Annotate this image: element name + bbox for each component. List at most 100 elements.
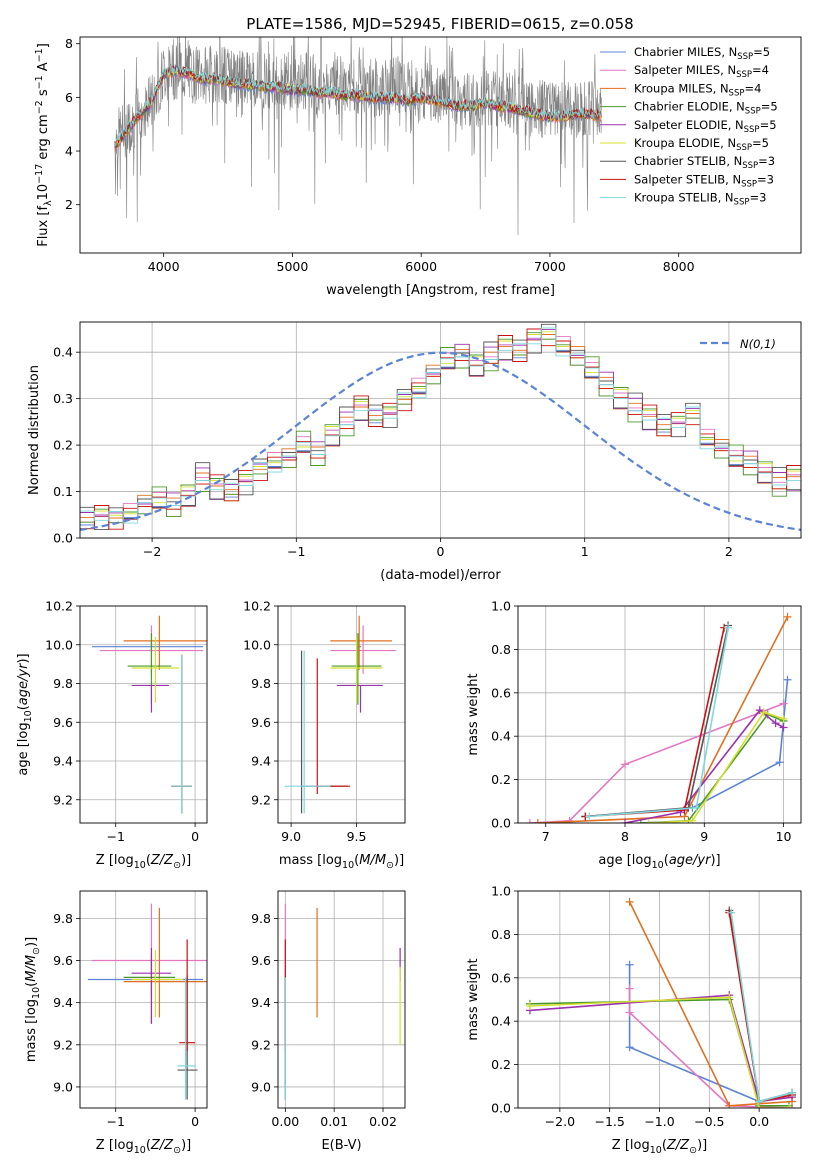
x-tick-label: −1 [287, 544, 305, 559]
axes-frame [517, 605, 802, 824]
y-tick-label: 0.0 [491, 816, 511, 831]
y-tick-label: 0.6 [491, 970, 511, 985]
x-tick-label: −1 [107, 829, 125, 844]
y-tick-label: 0.8 [491, 642, 511, 657]
weight-marker [625, 984, 634, 993]
weight-marker [788, 1088, 797, 1097]
y-tick-label: 9.6 [53, 715, 73, 730]
x-tick-label: 8 [621, 829, 629, 844]
x-tick-label: −1.0 [644, 1114, 674, 1129]
x-tick-label: −0.5 [694, 1114, 724, 1129]
y-tick-label: 9.6 [251, 953, 271, 968]
mass-vs-ebv-panel: 0.00 0.01 0.02 9.0 9.2 9.4 9.6 9.8 E(B-V) [251, 890, 406, 1153]
y-tick-label: 1.0 [491, 599, 511, 614]
plot-area [525, 897, 797, 1108]
weight-line [628, 988, 793, 1108]
x-axis-label: E(B-V) [321, 1138, 361, 1153]
model-spectrum-line [114, 63, 602, 146]
weight-line [648, 711, 784, 823]
weight-marker [625, 960, 634, 969]
legend-entry: Salpeter MILES, NSSP=4 [634, 63, 769, 80]
legend-entry: N(0,1) [740, 337, 776, 351]
y-tick-label: 9.0 [53, 1079, 73, 1094]
y-tick-label: 2 [65, 197, 73, 212]
y-tick-label: 0.4 [491, 729, 511, 744]
residual-histogram-panel: −2 −1 0 1 2 0.0 0.1 0.2 0.3 0.4 N(0,1) (data-model)… [27, 321, 802, 583]
legend-entry: Kroupa STELIB, NSSP=3 [634, 191, 766, 208]
x-tick-label: 4000 [148, 259, 180, 274]
y-tick-label: 9.4 [53, 754, 73, 769]
weight-marker [779, 699, 788, 708]
x-tick-label: 10 [776, 829, 792, 844]
y-tick-label: 0.2 [53, 438, 73, 453]
weight-marker [533, 819, 542, 823]
gaussian-reference-curve [80, 351, 801, 531]
x-tick-label: 0.00 [271, 1114, 299, 1129]
legend-entry: Salpeter ELODIE, NSSP=5 [634, 118, 777, 135]
weight-marker [775, 758, 784, 767]
x-tick-label: 0.01 [320, 1114, 348, 1129]
plot-area [284, 615, 396, 814]
y-tick-label: 9.2 [251, 792, 271, 807]
mass-vs-metallicity-panel: −1 0 9.0 9.2 9.4 9.6 9.8 Z [log10(Z/Z⊙)] mass [l… [24, 890, 208, 1156]
x-tick-label: 5000 [277, 259, 309, 274]
age-vs-metallicity-panel: −1 0 9.2 9.4 9.6 9.8 10.0 10.2 Z [log10(Z/Z⊙)] ag… [16, 599, 208, 871]
y-axis-label: mass weight [466, 673, 481, 755]
x-axis-label: Z [log10(Z/Z⊙)] [612, 1138, 707, 1156]
x-axis-label: Z [log10(Z/Z⊙)] [96, 853, 191, 871]
axes-frame [79, 890, 208, 1109]
y-axis-label: age [log10(age/yr)] [16, 653, 34, 775]
x-tick-label: −1 [107, 1114, 125, 1129]
y-axis-label: mass [log10(M/M⊙)] [24, 937, 42, 1062]
plot-area [114, 37, 602, 236]
y-tick-label: 9.4 [251, 754, 271, 769]
histogram-step [80, 328, 801, 530]
weight-marker [688, 816, 697, 823]
y-tick-label: 0.2 [491, 772, 511, 787]
plot-area [80, 323, 801, 531]
y-tick-label: 10.0 [45, 637, 73, 652]
axes-frame [517, 890, 802, 1109]
x-tick-label: 6000 [405, 259, 437, 274]
histogram-step [80, 327, 801, 524]
legend-entry: Kroupa ELODIE, NSSP=5 [634, 136, 769, 153]
axes-frame [79, 321, 802, 539]
x-tick-label: −2.0 [545, 1114, 575, 1129]
y-tick-label: 10.0 [243, 637, 271, 652]
x-tick-label: 9.5 [347, 829, 367, 844]
weight-marker [779, 723, 788, 732]
weight-marker [783, 612, 792, 621]
x-tick-label: 9 [700, 829, 708, 844]
x-axis-label: Z [log10(Z/Z⊙)] [96, 1138, 191, 1156]
x-tick-label: 0 [437, 544, 445, 559]
x-tick-label: 7 [542, 829, 550, 844]
y-tick-label: 9.8 [53, 911, 73, 926]
weight-vs-age-panel: 7 8 9 10 0.0 0.2 0.4 0.6 0.8 1.0 age [log10(age/yr… [466, 599, 802, 871]
weight-marker [779, 714, 788, 723]
x-tick-label: −2 [143, 544, 161, 559]
weight-marker [755, 1097, 764, 1106]
weight-marker [759, 708, 768, 717]
x-axis-label: age [log10(age/yr)] [598, 853, 720, 871]
y-tick-label: 0.2 [491, 1057, 511, 1072]
y-tick-label: 0.1 [53, 484, 73, 499]
plot-area [525, 612, 792, 823]
y-tick-label: 0.8 [491, 927, 511, 942]
y-tick-label: 9.8 [53, 676, 73, 691]
y-tick-label: 10.2 [243, 599, 271, 614]
weight-marker [680, 805, 689, 814]
y-tick-label: 8 [65, 36, 73, 51]
y-tick-label: 9.2 [53, 792, 73, 807]
weight-marker [725, 1101, 734, 1108]
weight-marker [625, 1008, 634, 1017]
weight-marker [625, 1043, 634, 1052]
y-tick-label: 9.2 [251, 1037, 271, 1052]
figure-title: PLATE=1586, MJD=52945, FIBERID=0615, z=0… [246, 15, 633, 33]
legend-entry: Chabrier ELODIE, NSSP=5 [634, 100, 778, 117]
spectrum-panel: 4000 5000 6000 7000 8000 2 4 6 8 Chabrier MILES, … [34, 36, 802, 298]
x-tick-label: 9.0 [281, 829, 301, 844]
x-axis-label: wavelength [Angstrom, rest frame] [326, 283, 555, 298]
x-tick-label: 0 [191, 1114, 199, 1129]
y-tick-label: 9.4 [53, 995, 73, 1010]
